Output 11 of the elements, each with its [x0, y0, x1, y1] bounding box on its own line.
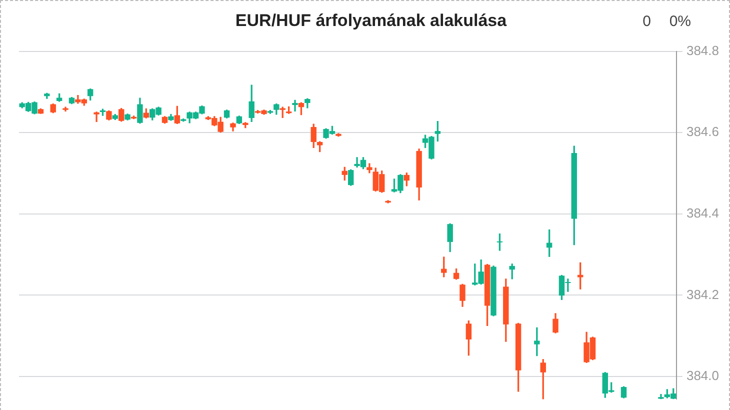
y-tick-label: 384.4	[686, 206, 720, 220]
y-tick-label: 384.0	[686, 368, 720, 384]
candlestick	[62, 106, 68, 112]
y-tick-label: 384.2	[686, 286, 720, 302]
candlestick	[292, 100, 298, 112]
y-tick-label: 384.8	[686, 42, 720, 58]
y-tick-label: 384.6	[686, 124, 720, 140]
candlestick	[94, 112, 100, 122]
text: 0	[642, 13, 651, 30]
text: 0%	[669, 13, 691, 30]
chart-title: EUR/HUF árfolyamának alakulása	[235, 10, 508, 30]
